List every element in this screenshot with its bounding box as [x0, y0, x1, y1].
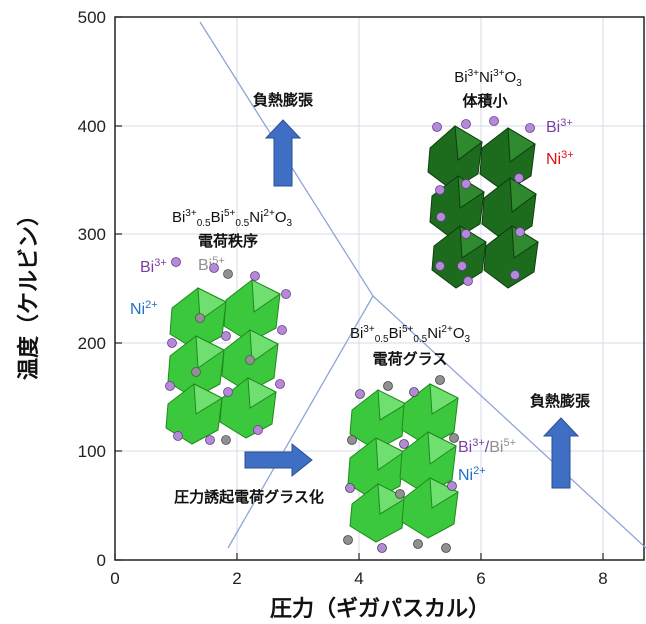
light-octahedra	[347, 383, 460, 543]
ion-label-ni3-top-right: Ni3+	[546, 149, 574, 168]
up-arrow-right	[542, 417, 580, 489]
y-tick-label: 200	[78, 334, 106, 353]
dark-octahedra	[427, 125, 539, 289]
ion-label-bi3-bi5-bottom: Bi3+/Bi5+	[458, 437, 516, 456]
formula-top-right: Bi3+Ni3+O3	[454, 68, 522, 89]
phase-label-top-right: 体積小	[462, 92, 507, 110]
bi-atoms	[432, 116, 535, 286]
up-arrow-top	[264, 119, 302, 187]
x-tick-label: 8	[598, 569, 607, 588]
y-tick-label: 300	[78, 225, 106, 244]
ion-label-ni2-bottom: Ni2+	[458, 465, 486, 484]
boundary-lower	[227, 295, 374, 549]
ion-label-bi3-left: Bi3+	[140, 257, 167, 276]
negative-thermal-expansion-top: 負熱膨張	[253, 91, 314, 109]
right-arrow	[244, 442, 313, 478]
phase-label-bottom: 電荷グラス	[373, 350, 448, 368]
formula-bottom: Bi3+0.5Bi5+0.5Ni2+O3	[350, 324, 471, 345]
structure-bottom	[343, 375, 460, 553]
mixed-bi-atoms	[343, 375, 459, 553]
ion-label-bi3-top-right: Bi3+	[546, 117, 573, 136]
formula-left: Bi3+0.5Bi5+0.5Ni2+O3	[172, 208, 293, 229]
y-tick-label: 100	[78, 442, 106, 461]
plot-frame	[114, 16, 645, 561]
structure-top-right	[427, 116, 539, 289]
y-tick-label: 0	[97, 551, 106, 570]
x-tick-label: 2	[232, 569, 241, 588]
bi5-atoms	[191, 269, 255, 445]
light-octahedra	[165, 279, 281, 445]
x-tick-label: 0	[110, 569, 119, 588]
structure-left	[165, 257, 291, 445]
ion-label-bi5-left: Bi5+	[198, 255, 225, 274]
ion-label-ni2-left: Ni2+	[130, 299, 158, 318]
x-tick-label: 4	[354, 569, 363, 588]
pressure-induced-label: 圧力誘起電荷グラス化	[174, 488, 324, 506]
x-tick-label: 6	[476, 569, 485, 588]
x-axis-title: 圧力（ギガパスカル）	[270, 597, 490, 622]
y-axis-title: 温度（ケルビン）	[16, 204, 42, 380]
y-tick-label: 500	[78, 8, 106, 27]
bi3-atoms	[165, 257, 291, 445]
phase-label-left: 電荷秩序	[198, 232, 258, 250]
y-tick-label: 400	[78, 117, 106, 136]
negative-thermal-expansion-right: 負熱膨張	[530, 392, 591, 410]
